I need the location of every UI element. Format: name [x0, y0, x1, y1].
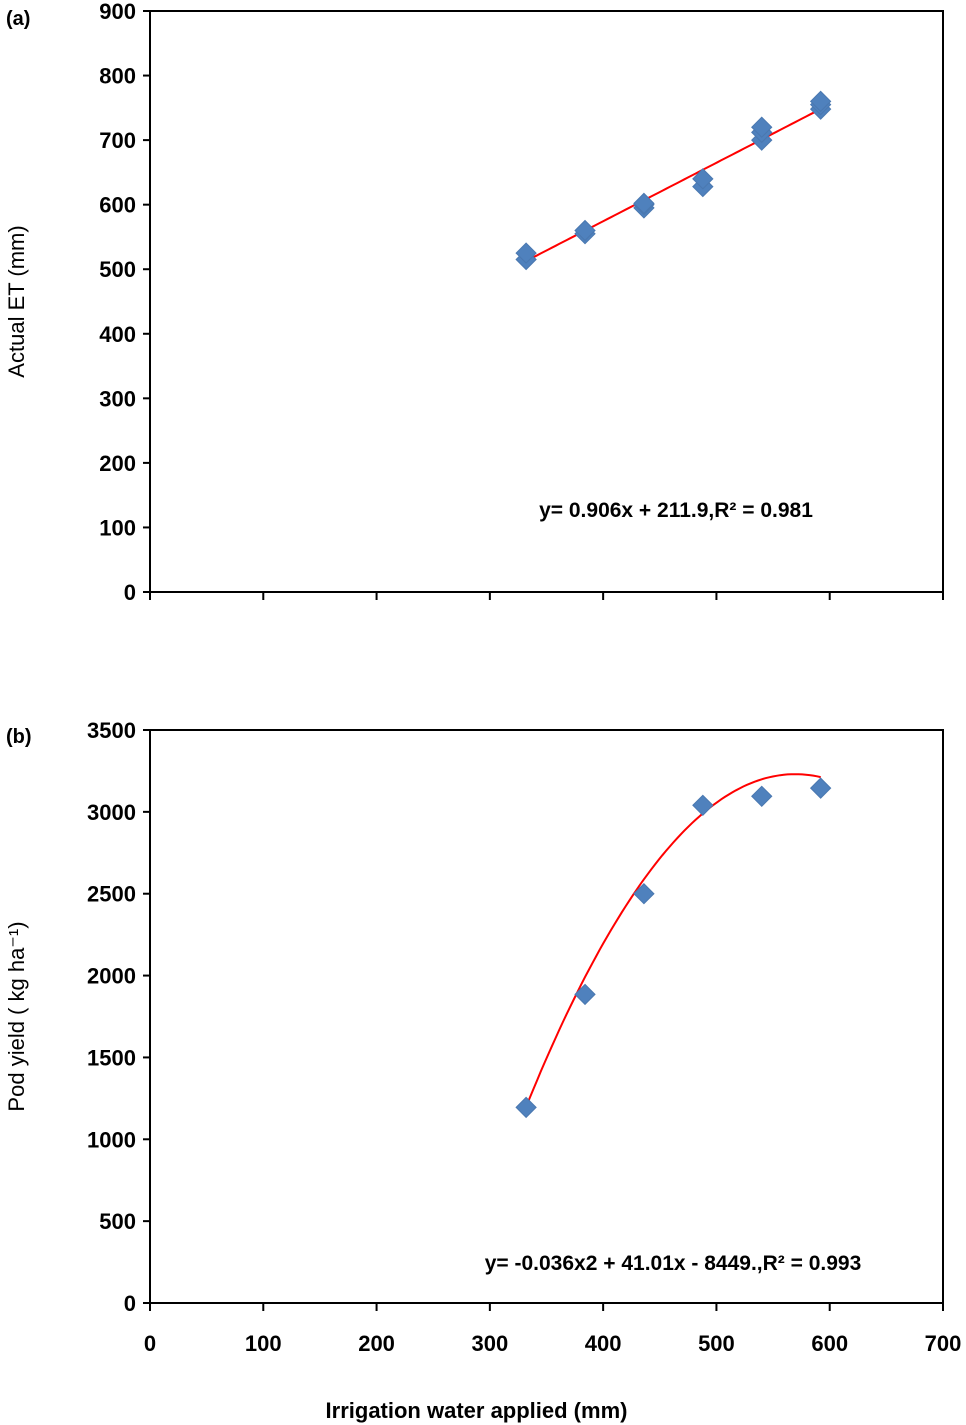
y-tick-label: 500 — [99, 1209, 136, 1234]
y-axis-title: Pod yield ( kg ha⁻¹) — [4, 921, 29, 1111]
data-point — [692, 794, 714, 817]
plot-area-frame — [149, 729, 944, 1304]
data-point — [692, 168, 714, 190]
x-tick-label: 400 — [585, 1331, 622, 1356]
y-tick-label: 500 — [99, 257, 136, 282]
panel-label: (a) — [6, 8, 30, 30]
data-point — [809, 90, 832, 113]
y-tick-label: 200 — [99, 451, 136, 476]
y-tick-label: 3500 — [87, 718, 136, 743]
x-tick-label: 500 — [698, 1331, 735, 1356]
data-point — [809, 777, 832, 799]
data-point — [574, 983, 596, 1006]
data-point — [633, 883, 655, 905]
x-tick-label: 200 — [358, 1331, 395, 1356]
trendline-equation: y= -0.036x2 + 41.01x - 8449.,R² = 0.993 — [485, 1252, 862, 1275]
data-point — [751, 116, 773, 138]
y-axis-title: Actual ET (mm) — [4, 225, 29, 377]
plot-area-frame — [149, 10, 944, 593]
x-tick-label: 300 — [471, 1331, 508, 1356]
trendline — [525, 773, 821, 1108]
x-tick-label: 700 — [925, 1331, 962, 1356]
data-point — [751, 785, 773, 808]
x-tick-label: 600 — [811, 1331, 848, 1356]
y-tick-label: 900 — [99, 0, 136, 24]
chart-panel-a: 0 100 200 300 400 500 600 700 800 900 (a) Actual ET… — [4, 0, 944, 605]
y-tick-label: 700 — [99, 128, 136, 153]
trendline-equation: y= 0.906x + 211.9,R² = 0.981 — [539, 499, 813, 522]
data-point — [515, 1096, 537, 1119]
y-tick-label: 800 — [99, 64, 136, 89]
y-tick-label: 100 — [99, 515, 136, 540]
trendline — [525, 108, 822, 262]
data-point — [633, 192, 655, 215]
x-tick-label: 100 — [245, 1331, 282, 1356]
chart-panel-b: 0 500 1000 1500 2000 2500 3000 3500 0 100 200 300 40… — [4, 718, 961, 1423]
y-tick-label: 400 — [99, 322, 136, 347]
y-tick-label: 2000 — [87, 964, 136, 989]
y-tick-label: 1000 — [87, 1127, 136, 1152]
y-tick-label: 2500 — [87, 882, 136, 907]
y-tick-label: 300 — [99, 386, 136, 411]
data-point — [574, 219, 596, 242]
y-tick-label: 600 — [99, 193, 136, 218]
x-axis-title: Irrigation water applied (mm) — [326, 1398, 628, 1423]
panel-label: (b) — [6, 726, 32, 748]
y-tick-label: 1500 — [87, 1045, 136, 1070]
y-tick-label: 3000 — [87, 800, 136, 825]
y-tick-label: 0 — [124, 1291, 136, 1316]
data-point — [515, 242, 537, 264]
x-tick-label: 0 — [144, 1331, 156, 1356]
y-tick-label: 0 — [124, 580, 136, 605]
